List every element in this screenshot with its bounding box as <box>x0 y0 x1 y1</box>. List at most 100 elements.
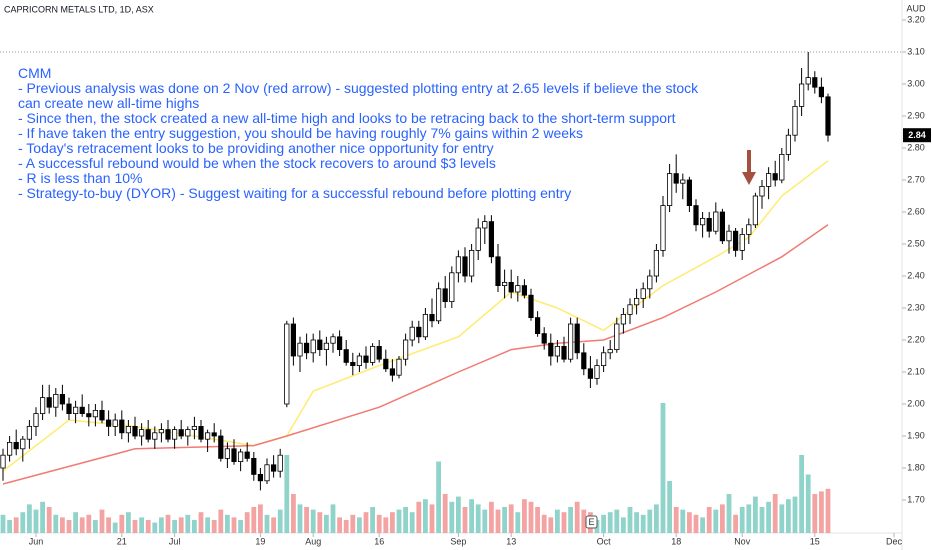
volume-bar <box>132 520 138 533</box>
candle-body <box>402 339 409 360</box>
volume-bar <box>165 514 171 533</box>
volume-bar <box>766 501 771 533</box>
candle-body <box>132 425 138 437</box>
candle-body <box>686 179 693 207</box>
annotation-line: - Previous analysis was done on 2 Nov (r… <box>18 80 699 96</box>
volume-bar <box>46 507 52 533</box>
candle-body <box>152 432 158 440</box>
candle-body <box>369 345 376 363</box>
candle-body <box>601 352 607 366</box>
candle-body <box>178 429 184 437</box>
candle-body <box>422 313 429 338</box>
volume-bar <box>706 507 712 533</box>
volume-bar <box>720 504 725 533</box>
volume-bar <box>693 514 699 533</box>
x-tick-label: Nov <box>734 536 751 546</box>
volume-bar <box>185 514 191 533</box>
candle-body <box>449 272 455 302</box>
volume-bar <box>310 509 316 533</box>
volume-bar <box>139 517 144 533</box>
volume-bar <box>825 488 831 533</box>
volume-bar <box>436 461 441 533</box>
volume-bar <box>607 512 613 533</box>
volume-bar <box>258 504 263 533</box>
volume-bar <box>759 507 765 533</box>
annotation-line: CMM <box>18 65 51 81</box>
volume-bar <box>535 507 540 533</box>
moving-average <box>2 224 829 485</box>
y-tick-label: 2.00 <box>907 398 925 408</box>
candle-body <box>528 294 534 319</box>
volume-bar <box>812 494 818 533</box>
candle-body <box>26 425 33 440</box>
candle-body <box>138 429 145 437</box>
candle-body <box>290 323 297 357</box>
candle-body <box>376 345 382 360</box>
candle-body <box>350 361 356 366</box>
volume-bar <box>409 512 415 533</box>
candle-body <box>53 393 59 408</box>
x-tick-label: 18 <box>671 536 681 546</box>
candle-body <box>640 288 646 299</box>
volume-bar <box>614 509 620 533</box>
volume-bar <box>574 501 580 533</box>
candle-body <box>40 397 46 415</box>
volume-bar <box>555 509 560 533</box>
volume-bar <box>297 504 303 533</box>
volume-bar <box>429 504 435 533</box>
volume-bar <box>53 514 59 533</box>
volume-bar <box>145 520 151 533</box>
candle-body <box>198 425 204 440</box>
candle-body <box>224 448 230 459</box>
volume-bar <box>126 512 131 533</box>
candle-body <box>706 217 712 232</box>
volume-bar <box>343 520 349 533</box>
y-tick-label: 2.50 <box>907 238 925 248</box>
candle-body <box>125 425 131 434</box>
candle-body <box>614 323 620 351</box>
candle-body <box>363 355 369 363</box>
volume-bar <box>522 499 527 533</box>
candle-body <box>303 342 310 354</box>
candle-body <box>204 432 211 440</box>
volume-bar <box>152 522 158 533</box>
volume-bar <box>159 517 164 533</box>
candle-body <box>264 464 270 482</box>
event-marker: E <box>588 517 594 527</box>
candle-body <box>535 317 541 335</box>
candle-body <box>634 297 640 306</box>
volume-bar <box>0 514 6 533</box>
candle-body <box>396 358 402 376</box>
volume-bar <box>779 504 785 533</box>
y-tick-label: 2.60 <box>907 206 925 216</box>
candle-body <box>554 345 561 357</box>
volume-bar <box>469 499 474 533</box>
candle-body <box>435 288 442 322</box>
candle-body <box>799 83 805 107</box>
red-arrow <box>742 150 756 185</box>
candle-body <box>409 326 415 341</box>
candle-body <box>389 368 396 376</box>
volume-bar <box>304 507 309 533</box>
candle-body <box>766 173 772 187</box>
volume-bar <box>357 517 362 533</box>
volume-bar <box>673 507 679 533</box>
candle-body <box>508 281 514 293</box>
volume-bar <box>713 509 719 533</box>
volume-bar <box>528 501 534 533</box>
volume-bar <box>548 517 554 533</box>
volume-bar <box>60 517 65 533</box>
candle-body <box>383 358 389 370</box>
candle-body <box>73 406 79 415</box>
volume-bar <box>198 512 204 533</box>
candle-body <box>317 339 323 351</box>
candle-body <box>653 249 660 277</box>
candle-body <box>825 96 831 136</box>
volume-bar <box>324 514 329 533</box>
candle-body <box>66 403 72 415</box>
annotation-line: - Strategy-to-buy (DYOR) - Suggest waiti… <box>18 185 571 201</box>
candle-body <box>620 313 627 325</box>
volume-bar <box>192 520 197 533</box>
currency: AUD <box>906 3 926 13</box>
candle-body <box>515 285 521 293</box>
